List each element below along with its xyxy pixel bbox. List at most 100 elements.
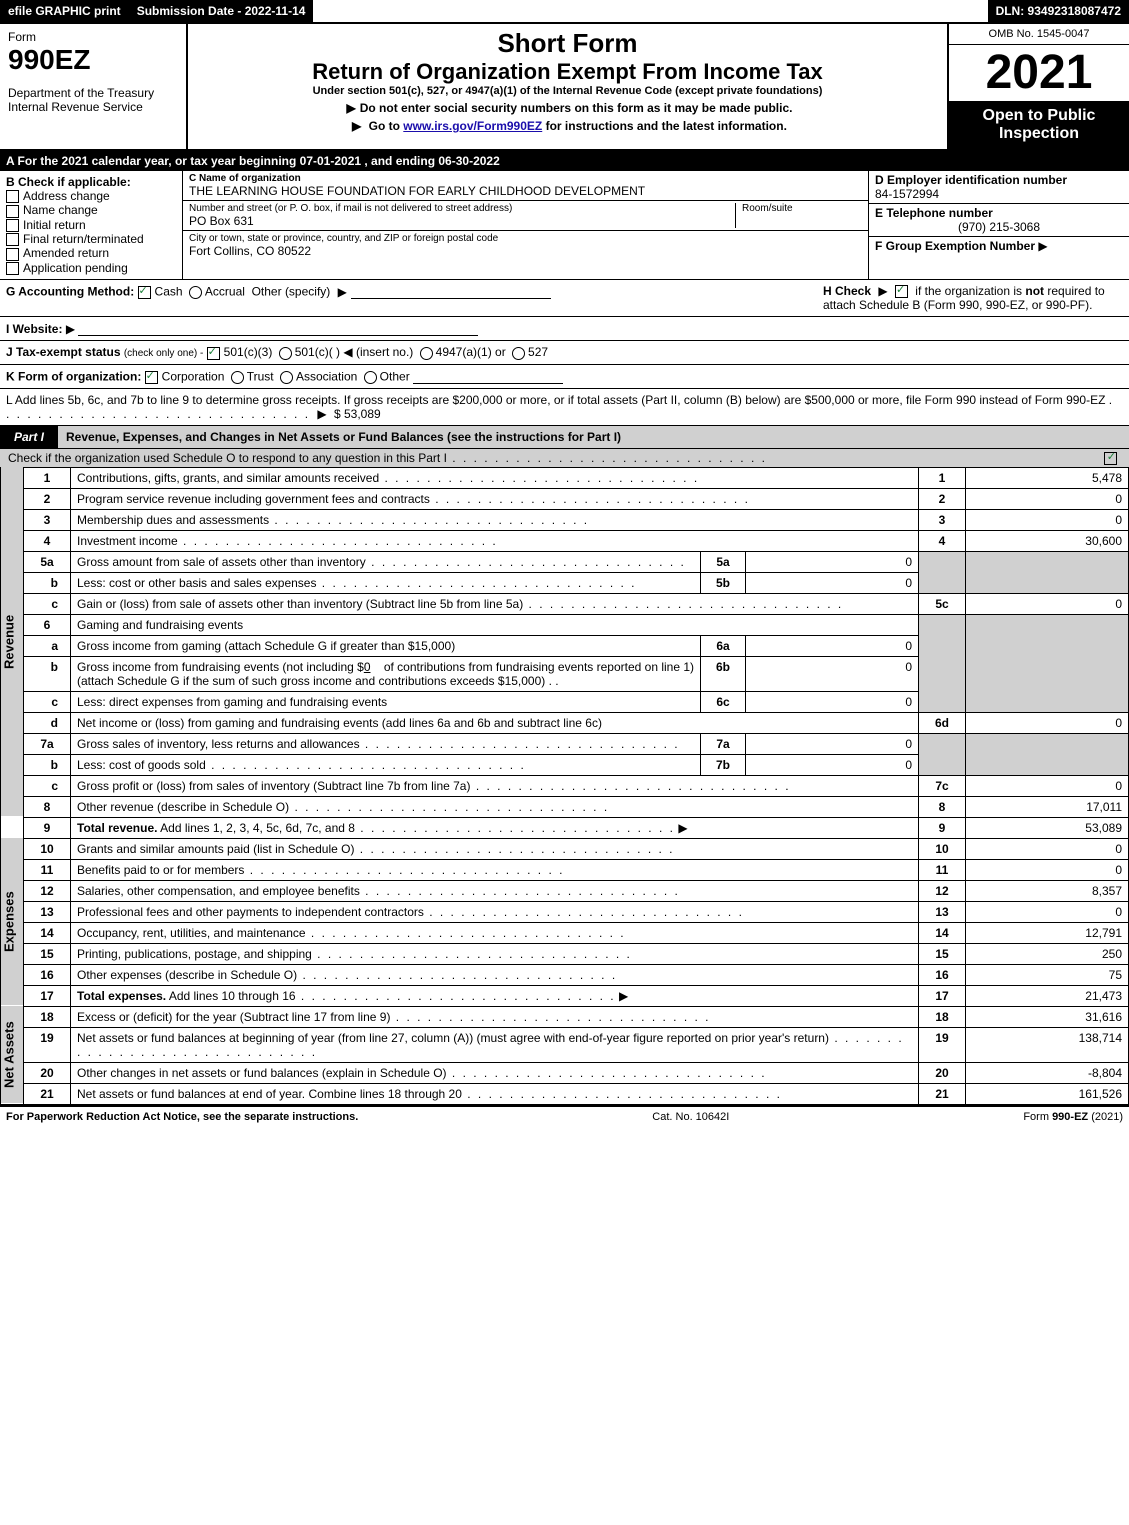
line-13-desc: Professional fees and other payments to … (71, 901, 919, 922)
line-14-num: 14 (24, 922, 71, 943)
line-7b-desc: Less: cost of goods sold (71, 754, 701, 775)
line-13-num: 13 (24, 901, 71, 922)
check-address-change-label: Address change (23, 189, 110, 203)
header-left: Form 990EZ Department of the Treasury In… (0, 24, 188, 149)
line-12-num: 12 (24, 880, 71, 901)
check-application-pending[interactable]: Application pending (6, 261, 176, 275)
city-label: City or town, state or province, country… (189, 233, 498, 244)
line-7ab-shaded-val (966, 733, 1129, 775)
radio-501c[interactable] (279, 347, 292, 360)
radio-accrual[interactable] (189, 286, 202, 299)
line-6d-rnum: 6d (919, 712, 966, 733)
line-13-val: 0 (966, 901, 1129, 922)
line-5c-val: 0 (966, 593, 1129, 614)
group-exemption-label: F Group Exemption Number (875, 239, 1035, 253)
line-5b-ival: 0 (746, 572, 919, 593)
g-label: G Accounting Method: (6, 285, 134, 299)
box-def: D Employer identification number 84-1572… (869, 171, 1129, 279)
line-18-rnum: 18 (919, 1006, 966, 1027)
website-line[interactable] (78, 321, 478, 336)
radio-association[interactable] (280, 371, 293, 384)
radio-other-org[interactable] (364, 371, 377, 384)
street-value: PO Box 631 (189, 214, 735, 228)
irs-label: Internal Revenue Service (8, 100, 178, 114)
line-5a-num: 5a (24, 551, 71, 572)
check-schedule-o[interactable] (1104, 452, 1117, 465)
line-11-num: 11 (24, 859, 71, 880)
line-12-desc: Salaries, other compensation, and employ… (71, 880, 919, 901)
line-1-desc: Contributions, gifts, grants, and simila… (71, 467, 919, 488)
dept-treasury: Department of the Treasury (8, 86, 178, 100)
radio-trust[interactable] (231, 371, 244, 384)
goto-prefix: Go to (369, 119, 404, 133)
line-5b-desc: Less: cost or other basis and sales expe… (71, 572, 701, 593)
return-title: Return of Organization Exempt From Incom… (196, 59, 939, 85)
line-6a-desc: Gross income from gaming (attach Schedul… (71, 635, 701, 656)
line-14-desc: Occupancy, rent, utilities, and maintena… (71, 922, 919, 943)
check-name-change[interactable]: Name change (6, 203, 176, 217)
line-5b-num: b (24, 572, 71, 593)
other-specify-line[interactable] (351, 284, 551, 299)
line-20-num: 20 (24, 1062, 71, 1083)
row-h: H Check if the organization is not requi… (815, 284, 1123, 312)
check-initial-return[interactable]: Initial return (6, 218, 176, 232)
row-l-value: $ 53,089 (334, 407, 381, 421)
line-7ab-shaded-num (919, 733, 966, 775)
line-18-desc: Excess or (deficit) for the year (Subtra… (71, 1006, 919, 1027)
goto-link[interactable]: www.irs.gov/Form990EZ (403, 119, 542, 133)
check-schedule-b-not-required[interactable] (895, 285, 908, 298)
box-c: C Name of organization THE LEARNING HOUS… (183, 171, 869, 279)
part-i-sub-text: Check if the organization used Schedule … (8, 451, 447, 465)
line-6b-desc: Gross income from fundraising events (no… (71, 656, 701, 691)
check-final-return[interactable]: Final return/terminated (6, 232, 176, 246)
form-word: Form (8, 30, 178, 44)
line-5a-desc: Gross amount from sale of assets other t… (71, 551, 701, 572)
footer-center: Cat. No. 10642I (652, 1111, 729, 1123)
line-6d-desc: Net income or (loss) from gaming and fun… (71, 712, 919, 733)
line-8-rnum: 8 (919, 796, 966, 817)
j-sub: (check only one) - (124, 348, 203, 359)
box-b: B Check if applicable: Address change Na… (0, 171, 183, 279)
check-address-change[interactable]: Address change (6, 189, 176, 203)
page-footer: For Paperwork Reduction Act Notice, see … (0, 1105, 1129, 1127)
line-18-val: 31,616 (966, 1006, 1129, 1027)
check-cash[interactable] (138, 286, 151, 299)
efile-print[interactable]: efile GRAPHIC print (0, 0, 129, 22)
row-i: I Website: ▶ (0, 317, 1129, 341)
check-amended-return-label: Amended return (23, 246, 109, 260)
line-15-val: 250 (966, 943, 1129, 964)
other-org-line[interactable] (413, 369, 563, 384)
line-11-rnum: 11 (919, 859, 966, 880)
line-10-desc: Grants and similar amounts paid (list in… (71, 838, 919, 859)
radio-4947[interactable] (420, 347, 433, 360)
check-corporation[interactable] (145, 371, 158, 384)
line-3-num: 3 (24, 509, 71, 530)
form-number: 990EZ (8, 44, 178, 76)
telephone-label: E Telephone number (875, 206, 1123, 220)
check-initial-return-label: Initial return (23, 218, 86, 232)
line-6-num: 6 (24, 614, 71, 635)
footer-right: Form 990-EZ (2021) (1023, 1111, 1123, 1123)
telephone-value: (970) 215-3068 (875, 220, 1123, 234)
line-15-desc: Printing, publications, postage, and shi… (71, 943, 919, 964)
line-7a-ival: 0 (746, 733, 919, 754)
line-4-desc: Investment income (71, 530, 919, 551)
org-name-label: C Name of organization (189, 173, 645, 184)
part-i-title: Revenue, Expenses, and Changes in Net As… (58, 426, 1129, 448)
goto-line: Go to www.irs.gov/Form990EZ for instruct… (196, 119, 939, 133)
line-19-desc: Net assets or fund balances at beginning… (71, 1027, 919, 1062)
line-1-val: 5,478 (966, 467, 1129, 488)
check-application-pending-label: Application pending (23, 261, 128, 275)
line-16-val: 75 (966, 964, 1129, 985)
label-501c3: 501(c)(3) (224, 345, 273, 359)
line-6b-amount: 0 (364, 660, 371, 674)
check-501c3[interactable] (207, 347, 220, 360)
line-4-val: 30,600 (966, 530, 1129, 551)
line-5b-inum: 5b (701, 572, 746, 593)
top-bar: efile GRAPHIC print Submission Date - 20… (0, 0, 1129, 24)
website-label: I Website: (6, 322, 62, 336)
radio-527[interactable] (512, 347, 525, 360)
line-6d-val: 0 (966, 712, 1129, 733)
street-label: Number and street (or P. O. box, if mail… (189, 203, 735, 214)
check-amended-return[interactable]: Amended return (6, 246, 176, 260)
